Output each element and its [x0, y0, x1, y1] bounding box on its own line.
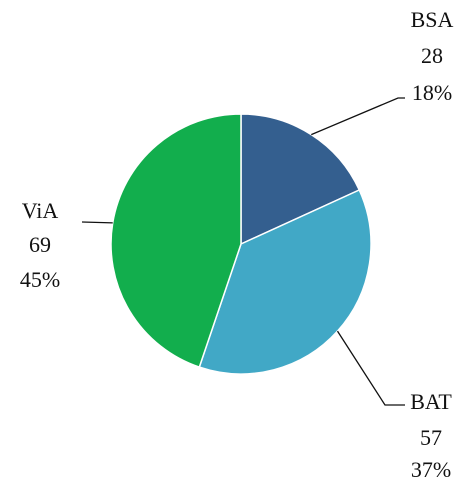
slice-value: 69: [29, 232, 51, 257]
slice-label: ViA: [22, 198, 59, 223]
pie-slice: [240, 113, 361, 246]
slice-percent: 45%: [20, 267, 60, 292]
slice-value: 28: [421, 43, 443, 68]
slice-percent: 18%: [412, 80, 452, 105]
leader-line: [336, 330, 405, 406]
slice-value: 57: [420, 425, 442, 450]
slice-label: BAT: [410, 389, 452, 414]
pie-slice: [110, 113, 242, 369]
slice-percent: 37%: [411, 457, 451, 479]
leader-line: [81, 221, 113, 224]
slice-label: BSA: [411, 7, 454, 32]
leader-line: [311, 97, 405, 136]
pie-slice: [198, 189, 372, 375]
